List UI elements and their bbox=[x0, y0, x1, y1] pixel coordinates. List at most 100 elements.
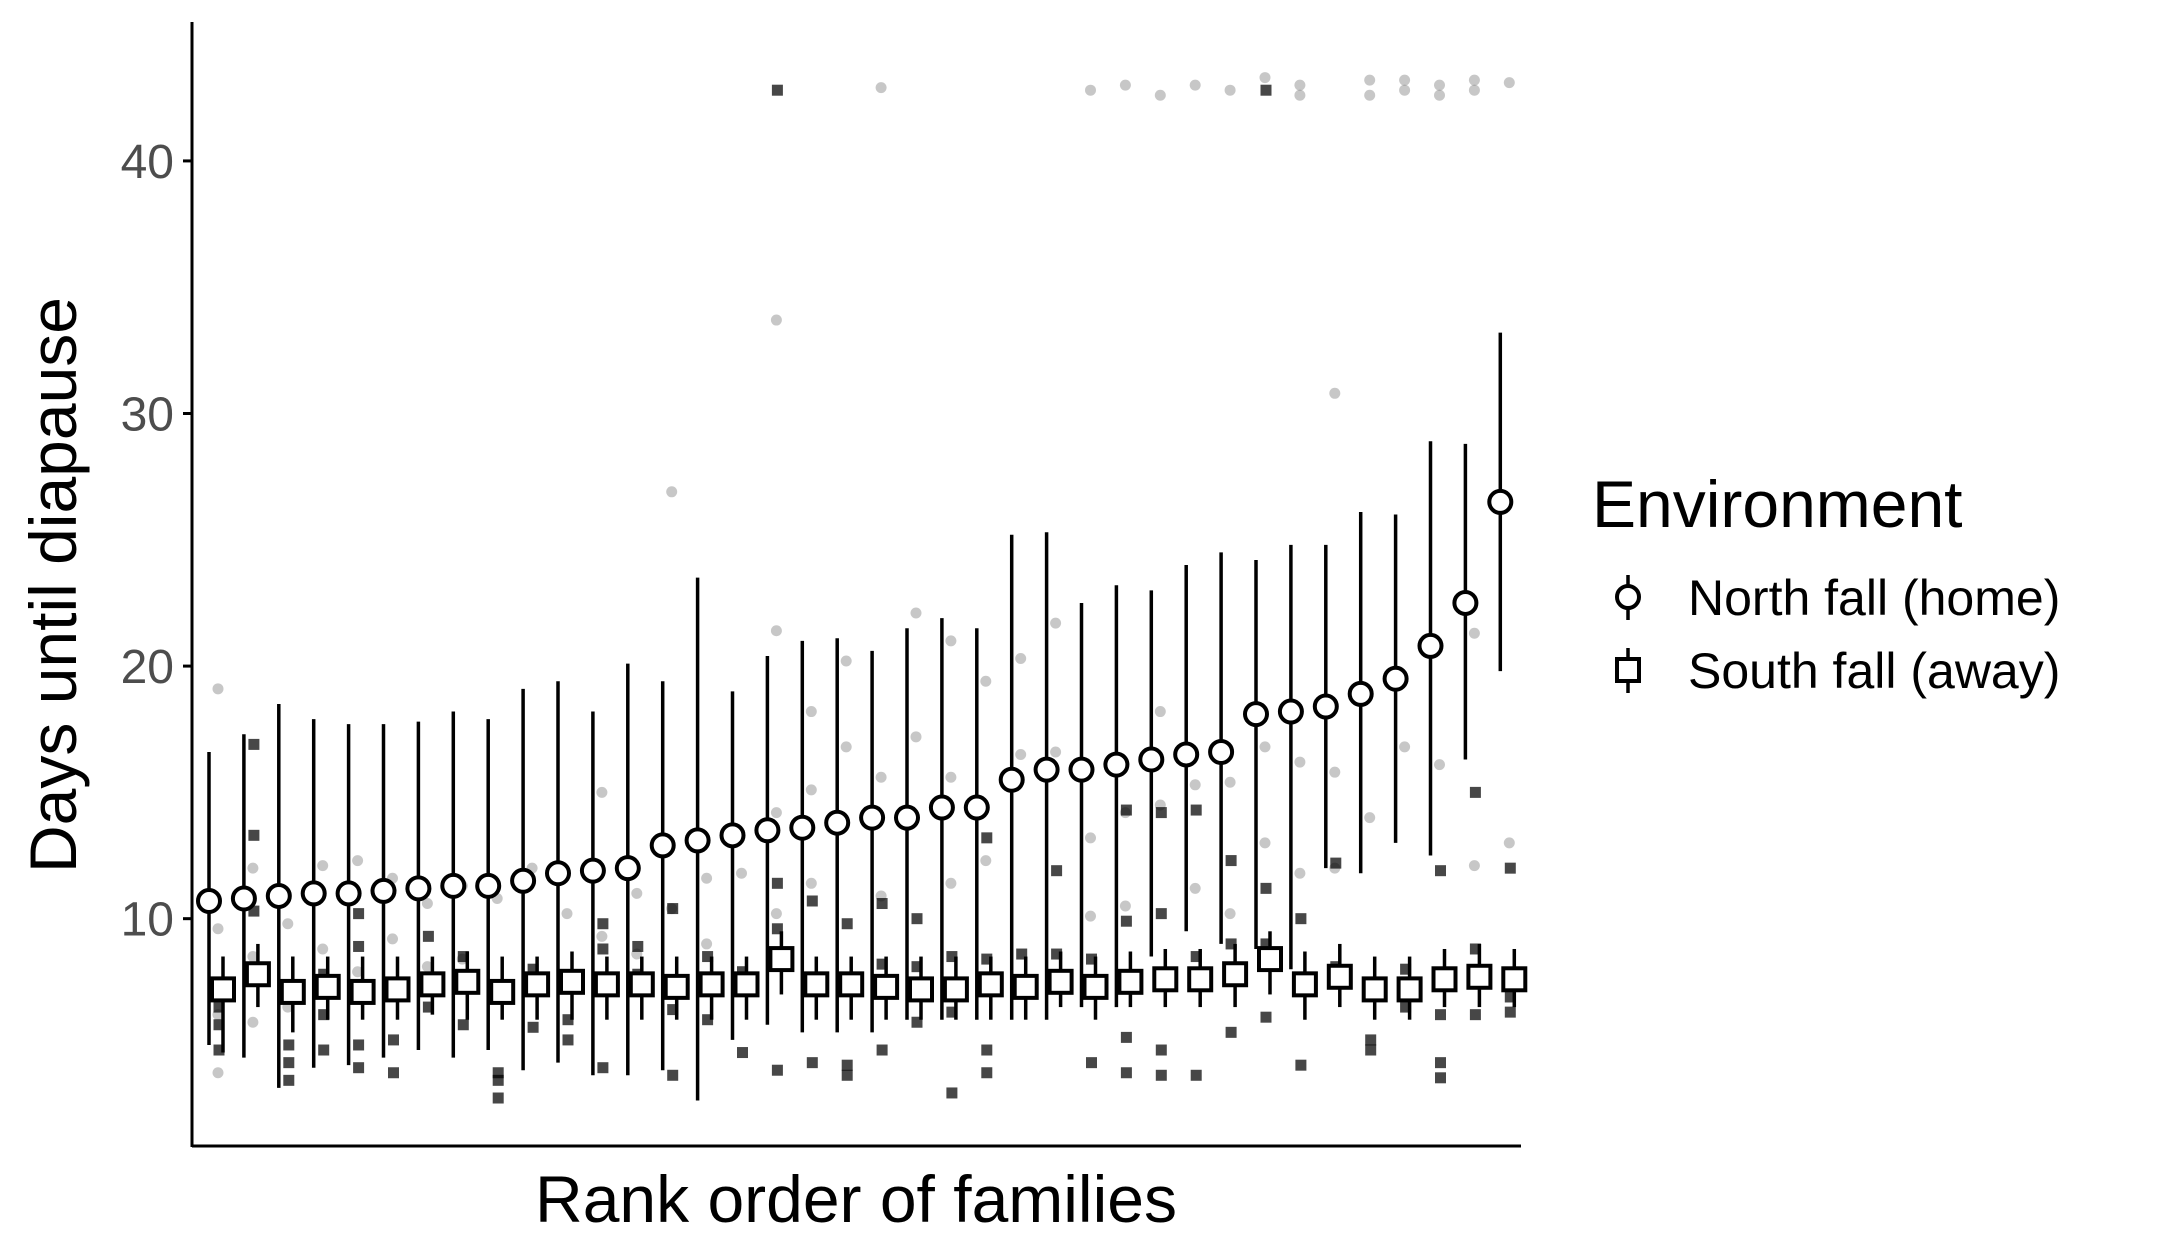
raw-point-north bbox=[317, 943, 329, 955]
mean-point-south bbox=[1431, 966, 1458, 993]
raw-point-south bbox=[492, 1074, 504, 1086]
raw-point-south bbox=[841, 918, 853, 930]
raw-point-south bbox=[213, 1001, 225, 1013]
mean-point-south bbox=[1012, 973, 1039, 1000]
raw-point-south bbox=[876, 898, 888, 910]
raw-point-south bbox=[318, 1009, 330, 1021]
mean-point-north bbox=[1173, 741, 1200, 768]
raw-point-north bbox=[1085, 832, 1096, 844]
raw-point-north bbox=[352, 966, 364, 978]
raw-point-north bbox=[212, 923, 224, 935]
raw-point-south bbox=[876, 958, 888, 970]
raw-point-north bbox=[1154, 706, 1166, 718]
raw-point-south bbox=[1225, 938, 1237, 950]
raw-point-north bbox=[945, 877, 957, 889]
mean-point-north bbox=[510, 867, 537, 894]
mean-point-south bbox=[1187, 966, 1214, 993]
mean-point-north bbox=[824, 809, 851, 836]
raw-point-north bbox=[1434, 89, 1445, 101]
family-means bbox=[196, 488, 1528, 1005]
mean-point-north bbox=[1312, 693, 1339, 720]
legend-key-north bbox=[1615, 575, 1641, 620]
mean-point-south bbox=[873, 973, 900, 1000]
mean-point-south bbox=[489, 978, 516, 1005]
mean-point-south bbox=[593, 971, 620, 998]
mean-point-south bbox=[1257, 946, 1283, 973]
raw-point-south bbox=[457, 1019, 469, 1031]
raw-point-north bbox=[1294, 867, 1306, 879]
raw-point-south bbox=[1504, 862, 1516, 874]
raw-point-north bbox=[1119, 900, 1131, 912]
raw-point-south bbox=[771, 84, 783, 96]
raw-point-north bbox=[352, 855, 364, 867]
mean-point-south bbox=[1152, 966, 1179, 993]
raw-points-south bbox=[213, 84, 1516, 1104]
raw-point-south bbox=[457, 951, 469, 963]
raw-point-north bbox=[596, 930, 608, 942]
raw-point-south bbox=[283, 1039, 295, 1051]
raw-point-north bbox=[666, 486, 678, 498]
mean-point-north bbox=[1068, 756, 1095, 783]
mean-point-north bbox=[335, 880, 362, 907]
mean-point-south bbox=[314, 973, 341, 1000]
raw-point-north bbox=[1364, 74, 1376, 86]
raw-point-south bbox=[771, 923, 783, 935]
mean-point-north bbox=[475, 872, 502, 899]
raw-point-north bbox=[1085, 910, 1096, 922]
raw-point-south bbox=[318, 1044, 330, 1056]
raw-point-south bbox=[1469, 786, 1481, 798]
raw-point-south bbox=[981, 953, 993, 965]
raw-point-north bbox=[1259, 837, 1271, 849]
raw-point-south bbox=[388, 1034, 399, 1046]
raw-point-south bbox=[1155, 1069, 1167, 1081]
mean-point-south bbox=[419, 971, 446, 998]
raw-point-south bbox=[1365, 1034, 1377, 1046]
raw-point-south bbox=[946, 1087, 958, 1099]
mean-point-south bbox=[768, 946, 795, 973]
raw-point-north bbox=[1468, 860, 1480, 872]
raw-point-north bbox=[840, 655, 852, 667]
raw-point-north bbox=[1399, 74, 1411, 86]
raw-point-south bbox=[1225, 1026, 1237, 1038]
raw-point-south bbox=[388, 1067, 399, 1079]
mean-point-north bbox=[440, 872, 467, 899]
raw-point-south bbox=[1225, 855, 1237, 867]
raw-point-south bbox=[422, 1001, 434, 1013]
mean-point-north bbox=[300, 880, 327, 907]
raw-point-north bbox=[1364, 89, 1376, 101]
raw-point-north bbox=[1015, 653, 1027, 665]
raw-point-north bbox=[1434, 79, 1445, 91]
mean-point-south bbox=[244, 961, 271, 988]
raw-point-south bbox=[911, 961, 923, 973]
mean-point-north bbox=[1138, 746, 1165, 773]
raw-point-south bbox=[527, 963, 539, 975]
raw-point-south bbox=[981, 1067, 993, 1079]
raw-point-north bbox=[1329, 387, 1341, 399]
raw-point-north bbox=[282, 918, 294, 930]
mean-point-south bbox=[698, 971, 725, 998]
raw-point-south bbox=[283, 1074, 295, 1086]
mean-point-south bbox=[1361, 976, 1388, 1003]
mean-point-south bbox=[524, 971, 551, 998]
raw-point-north bbox=[805, 784, 817, 796]
raw-point-north bbox=[875, 771, 887, 783]
mean-point-north bbox=[579, 857, 606, 884]
y-tick-label: 10 bbox=[121, 894, 174, 947]
raw-point-north bbox=[910, 731, 922, 743]
raw-point-south bbox=[1469, 1009, 1481, 1021]
raw-point-north bbox=[701, 872, 713, 884]
raw-point-north bbox=[1468, 74, 1480, 86]
mean-point-north bbox=[196, 887, 222, 914]
raw-point-south bbox=[841, 1069, 853, 1081]
mean-point-north bbox=[370, 877, 397, 904]
raw-point-south bbox=[771, 1064, 783, 1076]
raw-point-north bbox=[247, 951, 259, 963]
mean-point-north bbox=[963, 794, 990, 821]
raw-point-south bbox=[1155, 807, 1167, 819]
raw-point-south bbox=[213, 1019, 225, 1031]
raw-point-south bbox=[1400, 1001, 1412, 1013]
raw-point-south bbox=[353, 908, 365, 920]
mean-point-north bbox=[1277, 698, 1304, 725]
raw-point-south bbox=[841, 1059, 853, 1071]
raw-point-north bbox=[212, 1067, 224, 1079]
